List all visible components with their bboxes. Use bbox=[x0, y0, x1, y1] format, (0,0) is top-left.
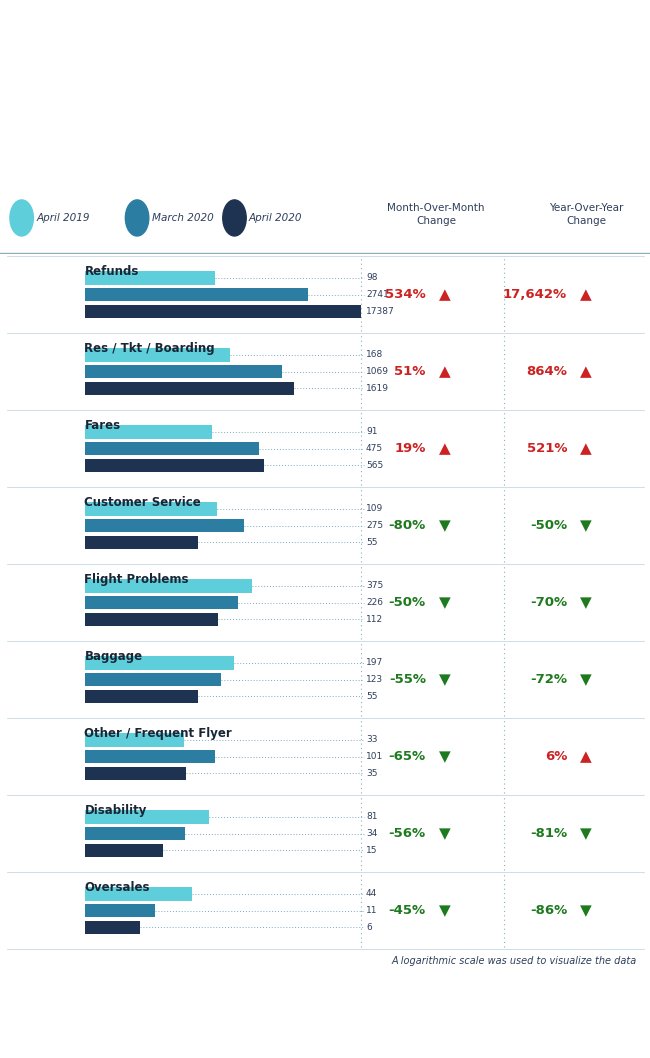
Text: AIR TRAVEL COMPLAINT
CATEGORIES: AIR TRAVEL COMPLAINT CATEGORIES bbox=[26, 10, 418, 69]
Text: 1069: 1069 bbox=[366, 367, 389, 376]
Text: -45%: -45% bbox=[389, 904, 426, 917]
Text: 17387: 17387 bbox=[366, 307, 395, 316]
Text: ▼: ▼ bbox=[580, 826, 592, 841]
Text: April 2020: April 2020 bbox=[249, 213, 302, 223]
Text: 11: 11 bbox=[366, 906, 378, 915]
Text: -55%: -55% bbox=[389, 673, 426, 686]
Text: Oversales: Oversales bbox=[84, 881, 150, 894]
Text: Refunds: Refunds bbox=[84, 266, 139, 278]
Text: 565: 565 bbox=[366, 461, 384, 470]
Text: 35: 35 bbox=[366, 769, 378, 778]
Text: -56%: -56% bbox=[389, 827, 426, 840]
Text: Disability: Disability bbox=[84, 804, 147, 817]
Text: 475: 475 bbox=[366, 444, 383, 453]
Text: 33: 33 bbox=[366, 735, 378, 744]
Text: 168: 168 bbox=[366, 350, 384, 359]
Ellipse shape bbox=[223, 200, 246, 236]
Text: -86%: -86% bbox=[530, 904, 567, 917]
Text: Res / Tkt / Boarding: Res / Tkt / Boarding bbox=[84, 343, 215, 355]
Text: 112: 112 bbox=[366, 615, 383, 624]
Text: -50%: -50% bbox=[530, 519, 567, 532]
Text: 109: 109 bbox=[366, 504, 384, 513]
Text: 44: 44 bbox=[366, 889, 377, 898]
Text: -80%: -80% bbox=[389, 519, 426, 532]
Text: ▼: ▼ bbox=[439, 672, 450, 687]
Text: ▼: ▼ bbox=[439, 826, 450, 841]
Text: ▼: ▼ bbox=[580, 518, 592, 533]
Text: 6%: 6% bbox=[545, 750, 567, 763]
Text: ▼: ▼ bbox=[580, 595, 592, 610]
Text: 91: 91 bbox=[366, 427, 378, 436]
Text: ▼: ▼ bbox=[439, 595, 450, 610]
Text: 226: 226 bbox=[366, 598, 383, 607]
Text: 98: 98 bbox=[366, 273, 378, 282]
Text: 275: 275 bbox=[366, 521, 383, 530]
Text: Fares: Fares bbox=[84, 419, 121, 433]
Text: Other / Frequent Flyer: Other / Frequent Flyer bbox=[84, 727, 232, 741]
Text: 55: 55 bbox=[366, 537, 378, 547]
Text: 534%: 534% bbox=[385, 288, 426, 302]
Text: Baggage: Baggage bbox=[84, 651, 142, 663]
Text: 2741: 2741 bbox=[366, 290, 389, 299]
Text: Customer Service: Customer Service bbox=[84, 496, 202, 509]
Text: ▼: ▼ bbox=[439, 749, 450, 764]
Text: UPGRADEDPOINTS: UPGRADEDPOINTS bbox=[443, 1009, 630, 1027]
Text: A logarithmic scale was used to visualize the data: A logarithmic scale was used to visualiz… bbox=[392, 956, 637, 966]
Text: 55: 55 bbox=[366, 692, 378, 701]
Text: 15: 15 bbox=[366, 846, 378, 855]
Text: ▲: ▲ bbox=[580, 441, 592, 456]
Text: 101: 101 bbox=[366, 752, 384, 761]
Text: ▲: ▲ bbox=[439, 287, 450, 302]
Text: ▼: ▼ bbox=[580, 904, 592, 918]
Text: -70%: -70% bbox=[530, 596, 567, 609]
Text: Flight Problems: Flight Problems bbox=[84, 573, 189, 586]
Text: -50%: -50% bbox=[389, 596, 426, 609]
Text: 197: 197 bbox=[366, 658, 384, 668]
Text: ▲: ▲ bbox=[439, 364, 450, 379]
Text: 34: 34 bbox=[366, 829, 377, 838]
Text: ▼: ▼ bbox=[439, 518, 450, 533]
Text: 521%: 521% bbox=[526, 442, 567, 455]
Text: Year-Over-Year
Change: Year-Over-Year Change bbox=[549, 203, 623, 226]
Text: 51%: 51% bbox=[395, 365, 426, 378]
Text: -81%: -81% bbox=[530, 827, 567, 840]
Text: U.S. and Foreign Airlines: U.S. and Foreign Airlines bbox=[26, 150, 189, 163]
Text: 375: 375 bbox=[366, 581, 384, 590]
Text: ▲: ▲ bbox=[439, 441, 450, 456]
Text: 1619: 1619 bbox=[366, 384, 389, 393]
Text: 17,642%: 17,642% bbox=[503, 288, 567, 302]
Ellipse shape bbox=[125, 200, 149, 236]
Text: ▲: ▲ bbox=[580, 364, 592, 379]
Text: ▲: ▲ bbox=[580, 749, 592, 764]
Text: 6: 6 bbox=[366, 923, 372, 932]
Text: ▼: ▼ bbox=[439, 904, 450, 918]
Text: Month-Over-Month
Change: Month-Over-Month Change bbox=[387, 203, 485, 226]
Ellipse shape bbox=[10, 200, 33, 236]
Text: 123: 123 bbox=[366, 675, 383, 685]
Text: -72%: -72% bbox=[530, 673, 567, 686]
Text: -65%: -65% bbox=[389, 750, 426, 763]
Text: ▲: ▲ bbox=[580, 287, 592, 302]
Text: ▼: ▼ bbox=[580, 672, 592, 687]
Text: April 2019: April 2019 bbox=[36, 213, 90, 223]
Text: March 2020: March 2020 bbox=[151, 213, 213, 223]
Text: 19%: 19% bbox=[395, 442, 426, 455]
Text: 81: 81 bbox=[366, 813, 378, 821]
Text: 864%: 864% bbox=[526, 365, 567, 378]
